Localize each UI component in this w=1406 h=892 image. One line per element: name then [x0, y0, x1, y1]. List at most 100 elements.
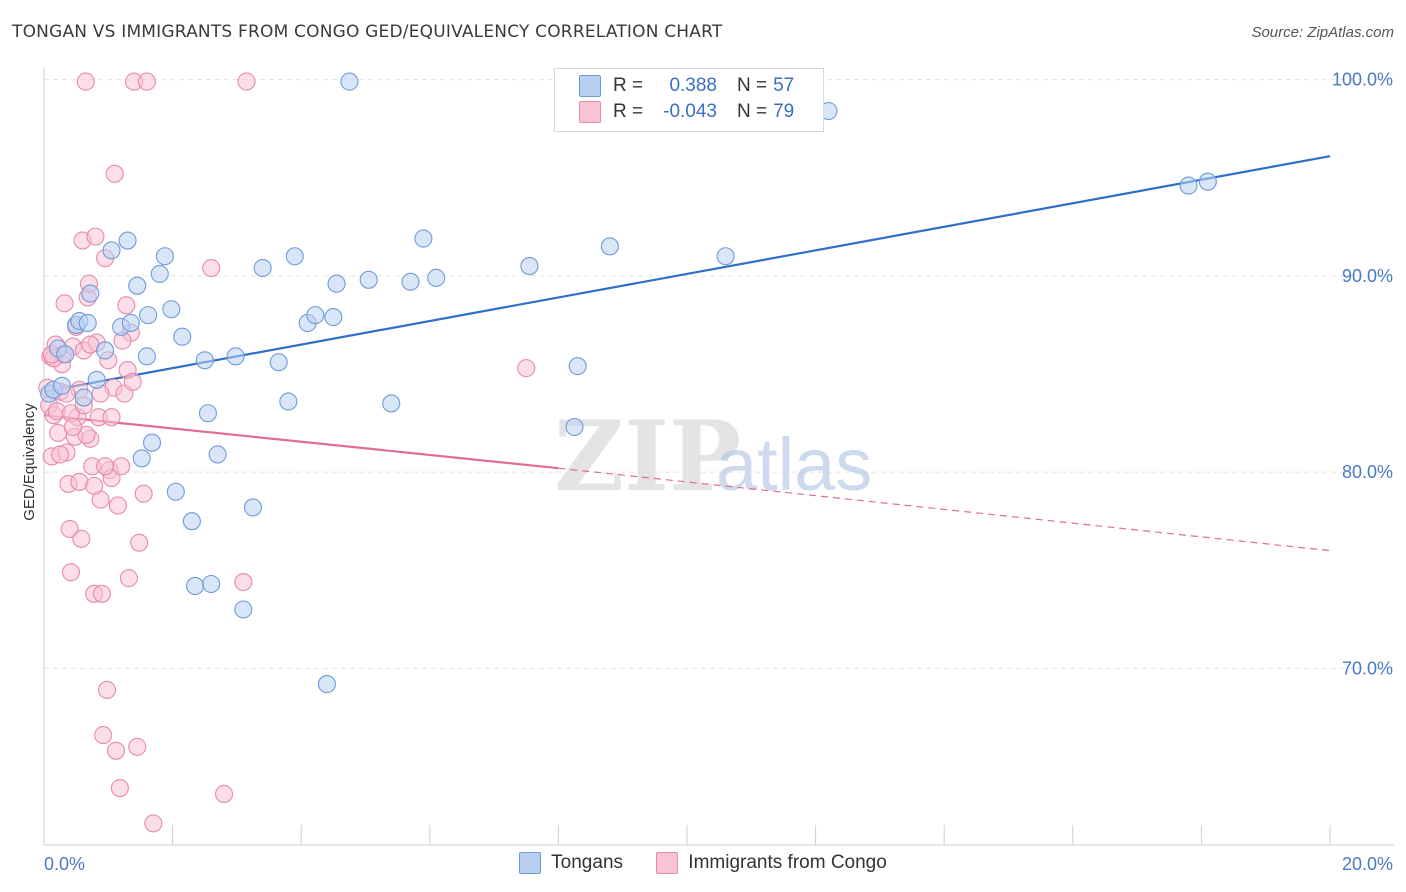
congo-point — [55, 294, 74, 313]
n-label: N = — [737, 101, 768, 123]
congo-point — [77, 425, 96, 444]
r-label: R = — [613, 75, 644, 97]
congo-swatch — [579, 101, 601, 123]
legend-row-congo: R = -0.043 N = 79 — [579, 101, 794, 127]
congo-point — [72, 529, 91, 548]
legend-label: Tongans — [551, 852, 624, 874]
tongan-point — [340, 72, 359, 91]
congo-swatch — [656, 852, 679, 874]
tongan-point — [139, 306, 158, 325]
tongan-point — [173, 327, 192, 346]
tongan-point — [253, 258, 272, 278]
tongan-point — [600, 237, 619, 256]
tongan-point — [414, 229, 433, 248]
series-legend: Tongans Immigrants from Congo — [0, 852, 1406, 878]
tongan-point — [150, 264, 169, 283]
tongan-point — [137, 347, 156, 366]
tongan-point — [81, 284, 100, 303]
source-note: Source: ZipAtlas.com — [1251, 24, 1394, 41]
congo-point — [237, 72, 256, 91]
n-value: 79 — [773, 101, 795, 123]
congo-point — [105, 164, 124, 183]
congo-point — [85, 476, 104, 495]
tongan-swatch — [519, 852, 542, 874]
tongan-point — [78, 313, 97, 333]
congo-point — [106, 741, 126, 760]
tongan-point — [401, 272, 420, 291]
y-axis-label: GED/Equivalency — [21, 403, 38, 521]
tongan-point — [128, 276, 147, 295]
congo-point — [137, 72, 156, 91]
congo-trend-line-solid — [43, 414, 559, 470]
congo-point — [119, 569, 138, 588]
congo-trend-line-dashed — [558, 467, 1331, 552]
tongan-point — [195, 351, 214, 370]
congo-point — [123, 372, 142, 391]
congo-point — [70, 472, 89, 491]
tongan-trend-line — [43, 155, 1331, 393]
congo-point — [202, 258, 221, 278]
data-points — [38, 72, 1217, 833]
x-tick-label: 0.0% — [44, 854, 85, 874]
watermark-atlas: atlas — [716, 423, 872, 506]
n-label: N = — [737, 75, 768, 97]
tongan-point — [142, 433, 162, 452]
congo-point — [130, 533, 149, 552]
congo-point — [108, 496, 127, 515]
r-label: R = — [613, 101, 644, 123]
tongan-point — [565, 417, 584, 437]
y-tick-label: 80.0% — [1342, 462, 1393, 482]
congo-point — [110, 779, 129, 798]
congo-point — [76, 72, 95, 91]
congo-point — [214, 784, 234, 804]
watermark: ZIP atlas — [554, 400, 872, 513]
tongan-point — [716, 247, 735, 266]
tongan-point — [121, 313, 140, 333]
tongan-point — [427, 268, 446, 287]
congo-point — [117, 296, 136, 315]
tongan-point — [520, 257, 539, 276]
tongan-point — [96, 341, 115, 360]
congo-point — [102, 408, 121, 427]
grid-lines — [44, 79, 1394, 669]
congo-point — [517, 359, 536, 378]
tongan-point — [155, 247, 174, 266]
tongan-point — [279, 392, 298, 411]
congo-point — [96, 457, 115, 476]
r-value: -0.043 — [663, 101, 717, 123]
tongan-point — [1179, 176, 1198, 195]
legend-row-tongans: R = 0.388 N = 57 — [579, 75, 794, 101]
tongan-point — [118, 231, 137, 250]
tongan-point — [306, 306, 325, 325]
x-tick-label: 20.0% — [1342, 854, 1393, 874]
y-tick-label: 100.0% — [1332, 70, 1393, 90]
chart-title: TONGAN VS IMMIGRANTS FROM CONGO GED/EQUI… — [12, 22, 723, 42]
tongan-point — [52, 376, 72, 395]
tongan-point — [162, 300, 181, 319]
tongan-point — [317, 675, 336, 694]
trend-lines — [43, 155, 1331, 552]
tongan-point — [198, 404, 218, 423]
n-value: 57 — [773, 75, 795, 97]
tongan-point — [243, 498, 263, 517]
tongan-point — [132, 449, 151, 468]
congo-point — [234, 572, 253, 592]
tongan-point — [166, 482, 185, 501]
watermark-zip: ZIP — [554, 400, 741, 513]
tongan-point — [74, 388, 93, 407]
tongan-point — [382, 394, 401, 413]
tick-labels: 70.0% 80.0% 90.0% 100.0% 0.0% 20.0% — [44, 70, 1393, 874]
tongan-point — [285, 247, 304, 266]
congo-point — [63, 417, 82, 437]
congo-point — [144, 814, 163, 833]
tongan-point — [87, 370, 106, 389]
y-tick-label: 90.0% — [1342, 266, 1393, 286]
r-value: 0.388 — [669, 75, 717, 97]
congo-point — [92, 584, 111, 603]
tongan-point — [202, 574, 221, 594]
tongan-point — [359, 270, 378, 289]
congo-point — [51, 445, 70, 464]
tongan-point — [208, 445, 227, 464]
tongan-point — [568, 357, 587, 376]
